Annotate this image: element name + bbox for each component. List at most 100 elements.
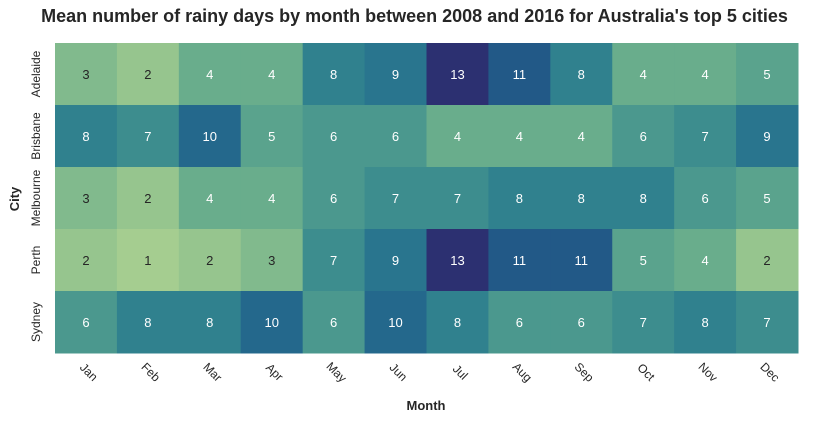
x-tick-label-dec: Dec	[757, 360, 782, 385]
heatmap-cell-melbourne-jun	[364, 167, 427, 230]
heatmap-cell-brisbane-mar	[178, 105, 242, 168]
heatmap-cell-sydney-oct	[612, 291, 675, 354]
cell-value-label: 5	[268, 129, 275, 144]
x-tick-label-jul: Jul	[450, 362, 471, 383]
heatmap-cell-adelaide-may	[302, 43, 366, 106]
heatmap-cell-melbourne-mar	[178, 167, 242, 230]
heatmap-cell-sydney-aug	[488, 291, 551, 354]
cell-value-label: 8	[578, 191, 585, 206]
heatmap-cell-adelaide-dec	[736, 43, 799, 106]
heatmap-cell-melbourne-may	[302, 167, 366, 230]
cell-value-label: 10	[264, 315, 278, 330]
heatmap-cell-sydney-nov	[674, 291, 737, 354]
cell-value-label: 8	[330, 67, 337, 82]
heatmap-cell-adelaide-aug	[488, 43, 551, 106]
cell-value-label: 4	[640, 67, 647, 82]
heatmap-cell-perth-mar	[178, 229, 242, 292]
heatmap-cell-melbourne-apr	[240, 167, 304, 230]
cell-value-label: 6	[516, 315, 523, 330]
heatmap-cell-melbourne-sep	[550, 167, 613, 230]
cell-value-label: 6	[702, 191, 709, 206]
cell-value-label: 10	[203, 129, 217, 144]
heatmap-cell-sydney-feb	[116, 291, 180, 354]
heatmap-cell-perth-feb	[116, 229, 180, 292]
heatmap-cells: 3 2 4 4 8 9 13 11 8 4 4 58 7 10 5 6 6 4 4 4 6 7 93 2 4 4 6 7 7 8 8 8 6 52…	[55, 43, 799, 354]
heatmap-cell-sydney-sep	[550, 291, 613, 354]
heatmap-cell-brisbane-apr	[240, 105, 304, 168]
heatmap-cell-sydney-dec	[736, 291, 799, 354]
heatmap-cell-brisbane-jan	[55, 105, 118, 168]
heatmap-cell-melbourne-dec	[736, 167, 799, 230]
heatmap-cell-perth-nov	[674, 229, 737, 292]
x-tick-label-may: May	[323, 359, 349, 385]
x-tick-label-jan: Jan	[77, 360, 101, 384]
heatmap-cell-melbourne-nov	[674, 167, 737, 230]
heatmap-cell-perth-aug	[488, 229, 551, 292]
heatmap-cell-perth-sep	[550, 229, 613, 292]
cell-value-label: 8	[578, 67, 585, 82]
cell-value-label: 2	[82, 253, 89, 268]
cell-value-label: 3	[82, 191, 89, 206]
y-tick-label-perth: Perth	[29, 246, 43, 275]
heatmap-cell-perth-jul	[426, 229, 489, 292]
heatmap-cell-melbourne-jul	[426, 167, 489, 230]
cell-value-label: 4	[702, 67, 709, 82]
y-tick-label-melbourne: Melbourne	[29, 169, 43, 226]
heatmap-cell-brisbane-may	[302, 105, 366, 168]
cell-value-label: 7	[640, 315, 647, 330]
cell-value-label: 13	[450, 253, 464, 268]
heatmap-cell-sydney-may	[302, 291, 366, 354]
x-tick-label-apr: Apr	[263, 361, 286, 384]
cell-value-label: 5	[763, 191, 770, 206]
heatmap-cell-adelaide-jul	[426, 43, 489, 106]
cell-value-label: 4	[206, 191, 213, 206]
heatmap-cell-perth-jan	[55, 229, 118, 292]
heatmap-cell-melbourne-aug	[488, 167, 551, 230]
cell-value-label: 6	[330, 129, 337, 144]
heatmap-cell-perth-jun	[364, 229, 427, 292]
cell-value-label: 4	[516, 129, 523, 144]
cell-value-label: 2	[763, 253, 770, 268]
heatmap-cell-sydney-jan	[55, 291, 118, 354]
cell-value-label: 4	[578, 129, 585, 144]
heatmap-cell-sydney-jul	[426, 291, 489, 354]
y-axis-label: City	[7, 186, 22, 211]
cell-value-label: 9	[392, 253, 399, 268]
cell-value-label: 6	[392, 129, 399, 144]
cell-value-label: 4	[454, 129, 461, 144]
cell-value-label: 11	[575, 253, 589, 268]
heatmap-cell-brisbane-feb	[116, 105, 180, 168]
heatmap-cell-adelaide-sep	[550, 43, 613, 106]
cell-value-label: 9	[392, 67, 399, 82]
y-tick-labels: Adelaide Brisbane Melbourne Perth Sydney	[29, 50, 43, 342]
heatmap-cell-brisbane-jun	[364, 105, 427, 168]
cell-value-label: 11	[513, 67, 527, 82]
cell-value-label: 4	[268, 67, 275, 82]
heatmap-cell-sydney-mar	[178, 291, 242, 354]
heatmap-cell-brisbane-sep	[550, 105, 613, 168]
cell-value-label: 6	[330, 315, 337, 330]
heatmap-cell-perth-oct	[612, 229, 675, 292]
cell-value-label: 4	[268, 191, 275, 206]
x-tick-label-oct: Oct	[634, 361, 658, 385]
cell-value-label: 5	[640, 253, 647, 268]
cell-value-label: 13	[450, 67, 464, 82]
cell-value-label: 3	[268, 253, 275, 268]
cell-value-label: 4	[206, 67, 213, 82]
cell-value-label: 8	[702, 315, 709, 330]
y-tick-label-adelaide: Adelaide	[29, 50, 43, 97]
cell-value-label: 2	[206, 253, 213, 268]
cell-value-label: 6	[82, 315, 89, 330]
heatmap-cell-adelaide-oct	[612, 43, 675, 106]
x-axis-label: Month	[407, 398, 446, 413]
heatmap-cell-adelaide-feb	[116, 43, 180, 106]
heatmap-cell-perth-apr	[240, 229, 304, 292]
heatmap-cell-sydney-jun	[364, 291, 427, 354]
cell-value-label: 7	[392, 191, 399, 206]
cell-value-label: 2	[144, 191, 151, 206]
heatmap-cell-adelaide-jun	[364, 43, 427, 106]
cell-value-label: 10	[388, 315, 402, 330]
x-tick-label-mar: Mar	[200, 360, 225, 385]
y-tick-label-brisbane: Brisbane	[29, 112, 43, 160]
cell-value-label: 11	[513, 253, 527, 268]
